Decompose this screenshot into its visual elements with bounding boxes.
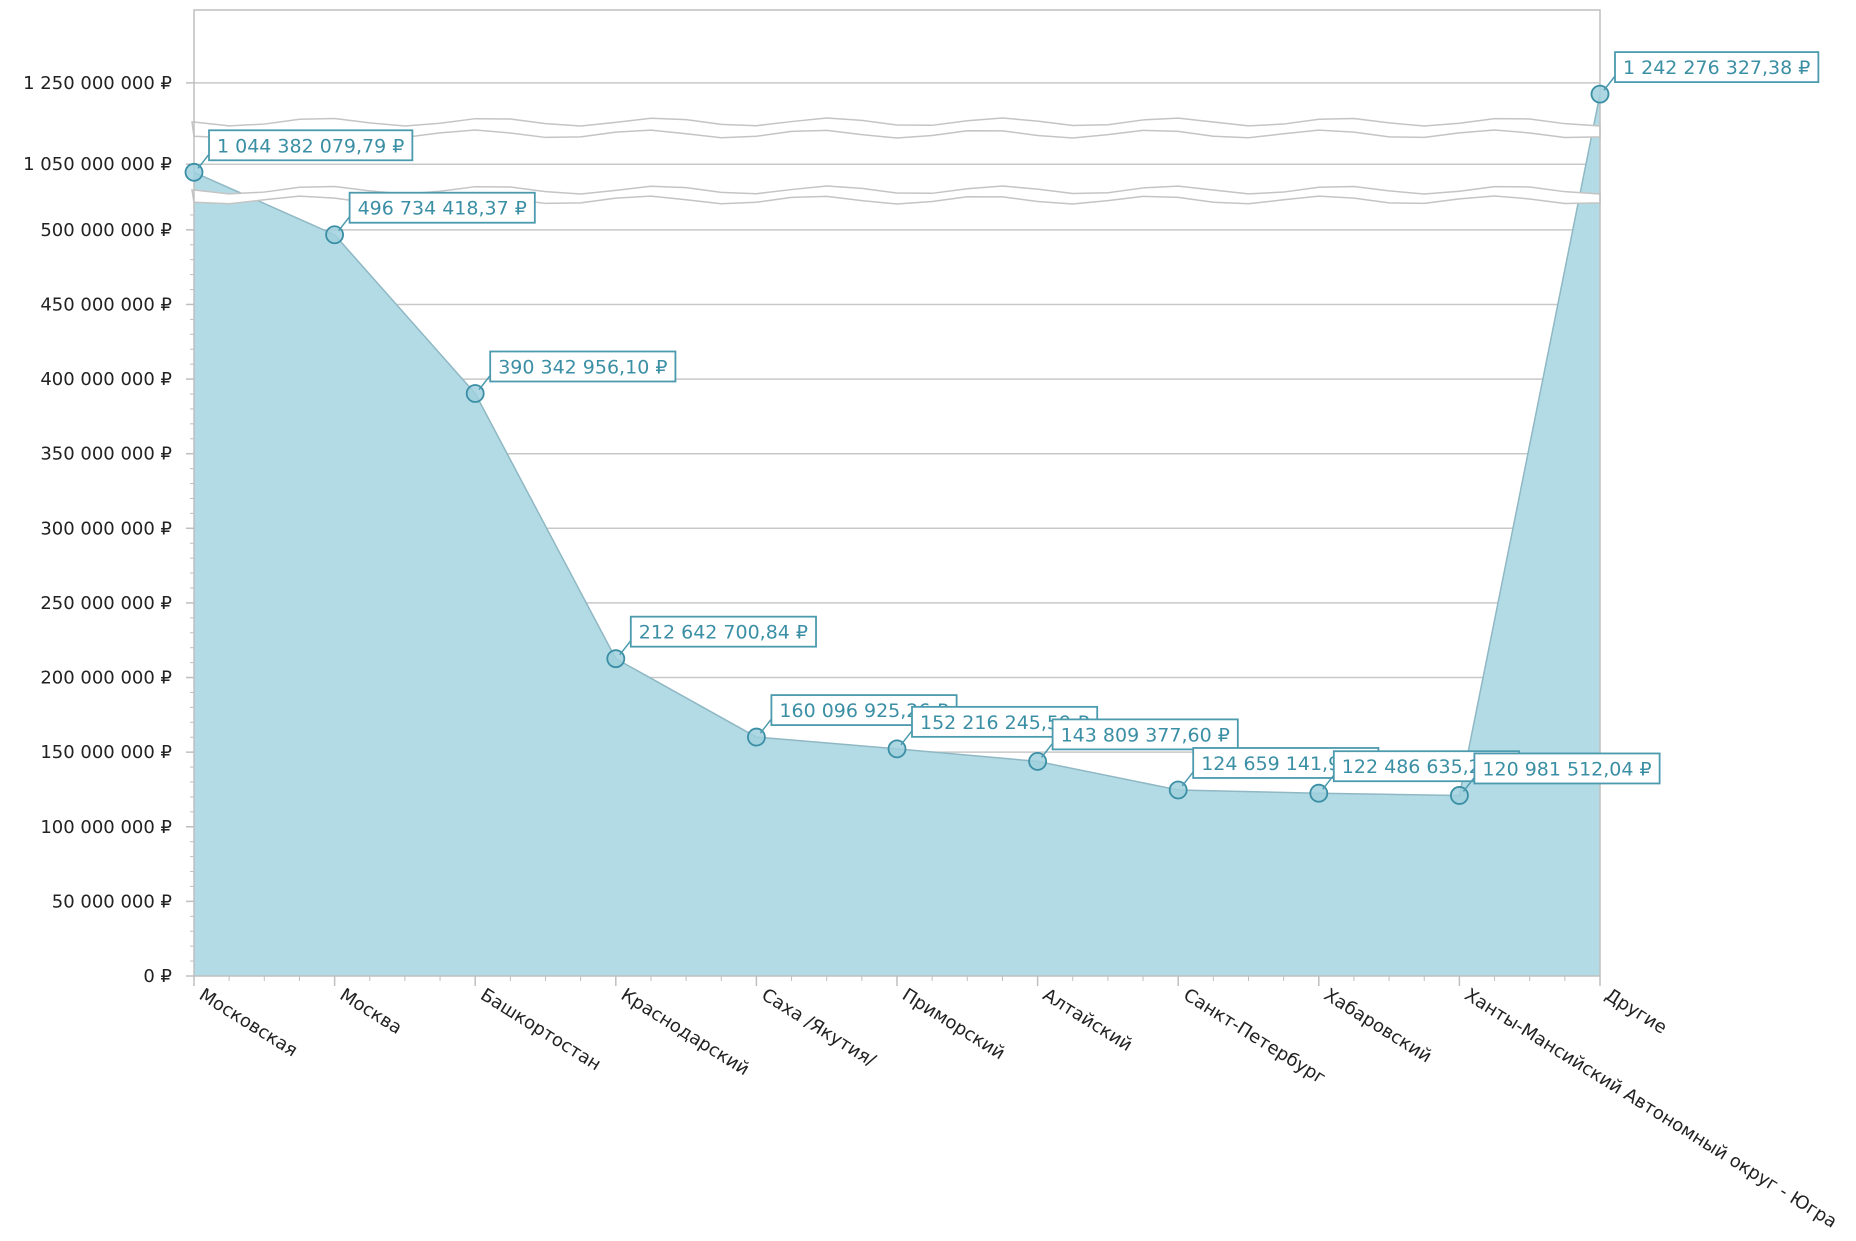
label-connector [1322,774,1335,790]
y-tick-label: 200 000 000 ₽ [40,668,172,689]
data-label: 160 096 925,26 ₽ [759,694,958,734]
data-label: 152 216 245,59 ₽ [900,705,1099,746]
label-connector [759,718,772,734]
label-connector [900,730,913,746]
label-connector [1603,75,1616,91]
label-connector [1041,742,1054,758]
x-tick-label: Краснодарский [617,984,753,1080]
data-label: 212 642 700,84 ₽ [619,615,817,656]
y-tick-label: 100 000 000 ₽ [40,817,172,838]
label-box [489,350,677,383]
data-label-text: 390 342 956,10 ₽ [498,356,667,378]
y-tick-label: 1 250 000 000 ₽ [23,73,172,94]
axes [186,9,1601,986]
data-label: 1 242 276 327,38 ₽ [1603,51,1820,91]
data-label: 390 342 956,10 ₽ [478,350,677,390]
data-label: 143 809 377,60 ₽ [1041,718,1239,758]
y-tick-label: 300 000 000 ₽ [40,518,172,539]
label-box [1473,752,1661,785]
data-label-text: 120 981 512,04 ₽ [1482,758,1651,780]
data-label: 120 981 512,04 ₽ [1462,752,1661,792]
label-connector [338,216,351,232]
x-tick-label: Алтайский [1039,984,1136,1055]
x-tick-label: Другие [1601,984,1670,1038]
x-tick-label: Московская [195,984,301,1061]
label-connector [1462,776,1475,792]
x-tick-label: Хабаровский [1320,984,1435,1067]
label-box [1051,718,1239,751]
x-tick-label: Санкт-Петербург [1180,984,1330,1088]
data-labels: 1 044 382 079,79 ₽ 496 734 418,37 ₽ 390 34… [197,51,1820,792]
x-tick-label: Саха /Якутия/ [758,984,880,1071]
x-tick-label: Башкортостан [477,984,605,1075]
y-tick-label: 450 000 000 ₽ [40,294,172,315]
y-tick-label: 400 000 000 ₽ [40,369,172,390]
x-axis-ticks: Московская Москва Башкортостан Краснодарски… [195,984,1840,1232]
data-label-text: 1 242 276 327,38 ₽ [1623,57,1810,79]
label-box [348,191,536,224]
y-tick-label: 500 000 000 ₽ [40,220,172,241]
y-tick-label: 0 ₽ [143,966,172,987]
data-label-text: 143 809 377,60 ₽ [1061,724,1230,746]
data-label-text: 124 659 141,90 ₽ [1201,753,1370,775]
y-tick-label: 350 000 000 ₽ [40,444,172,465]
y-tick-label: 150 000 000 ₽ [40,742,172,763]
data-label-text: 160 096 925,26 ₽ [779,700,948,722]
label-box [629,615,817,648]
data-label-text: 122 486 635,20 ₽ [1342,756,1511,778]
y-tick-label: 1 050 000 000 ₽ [23,154,172,175]
label-box [208,129,414,162]
label-connector [619,640,632,656]
data-label-text: 152 216 245,59 ₽ [920,712,1089,734]
data-label-text: 1 044 382 079,79 ₽ [217,135,404,157]
area-fill [194,94,1600,977]
data-label-text: 496 734 418,37 ₽ [358,198,527,220]
x-tick-label: Москва [336,984,406,1038]
label-connector [478,375,491,390]
series-area [193,93,1601,977]
data-label-text: 212 642 700,84 ₽ [639,622,808,644]
x-tick-label: Приморский [898,984,1008,1064]
data-label: 496 734 418,37 ₽ [338,191,536,232]
label-connector [197,153,210,169]
data-label: 1 044 382 079,79 ₽ [197,129,414,169]
label-connector [1181,771,1194,787]
y-tick-label: 50 000 000 ₽ [52,891,172,912]
y-tick-label: 250 000 000 ₽ [40,593,172,614]
label-box [1614,51,1820,84]
y-axis-ticks: 0 ₽ 50 000 000 ₽ 100 000 000 ₽ 150 000 000 … [23,73,172,987]
